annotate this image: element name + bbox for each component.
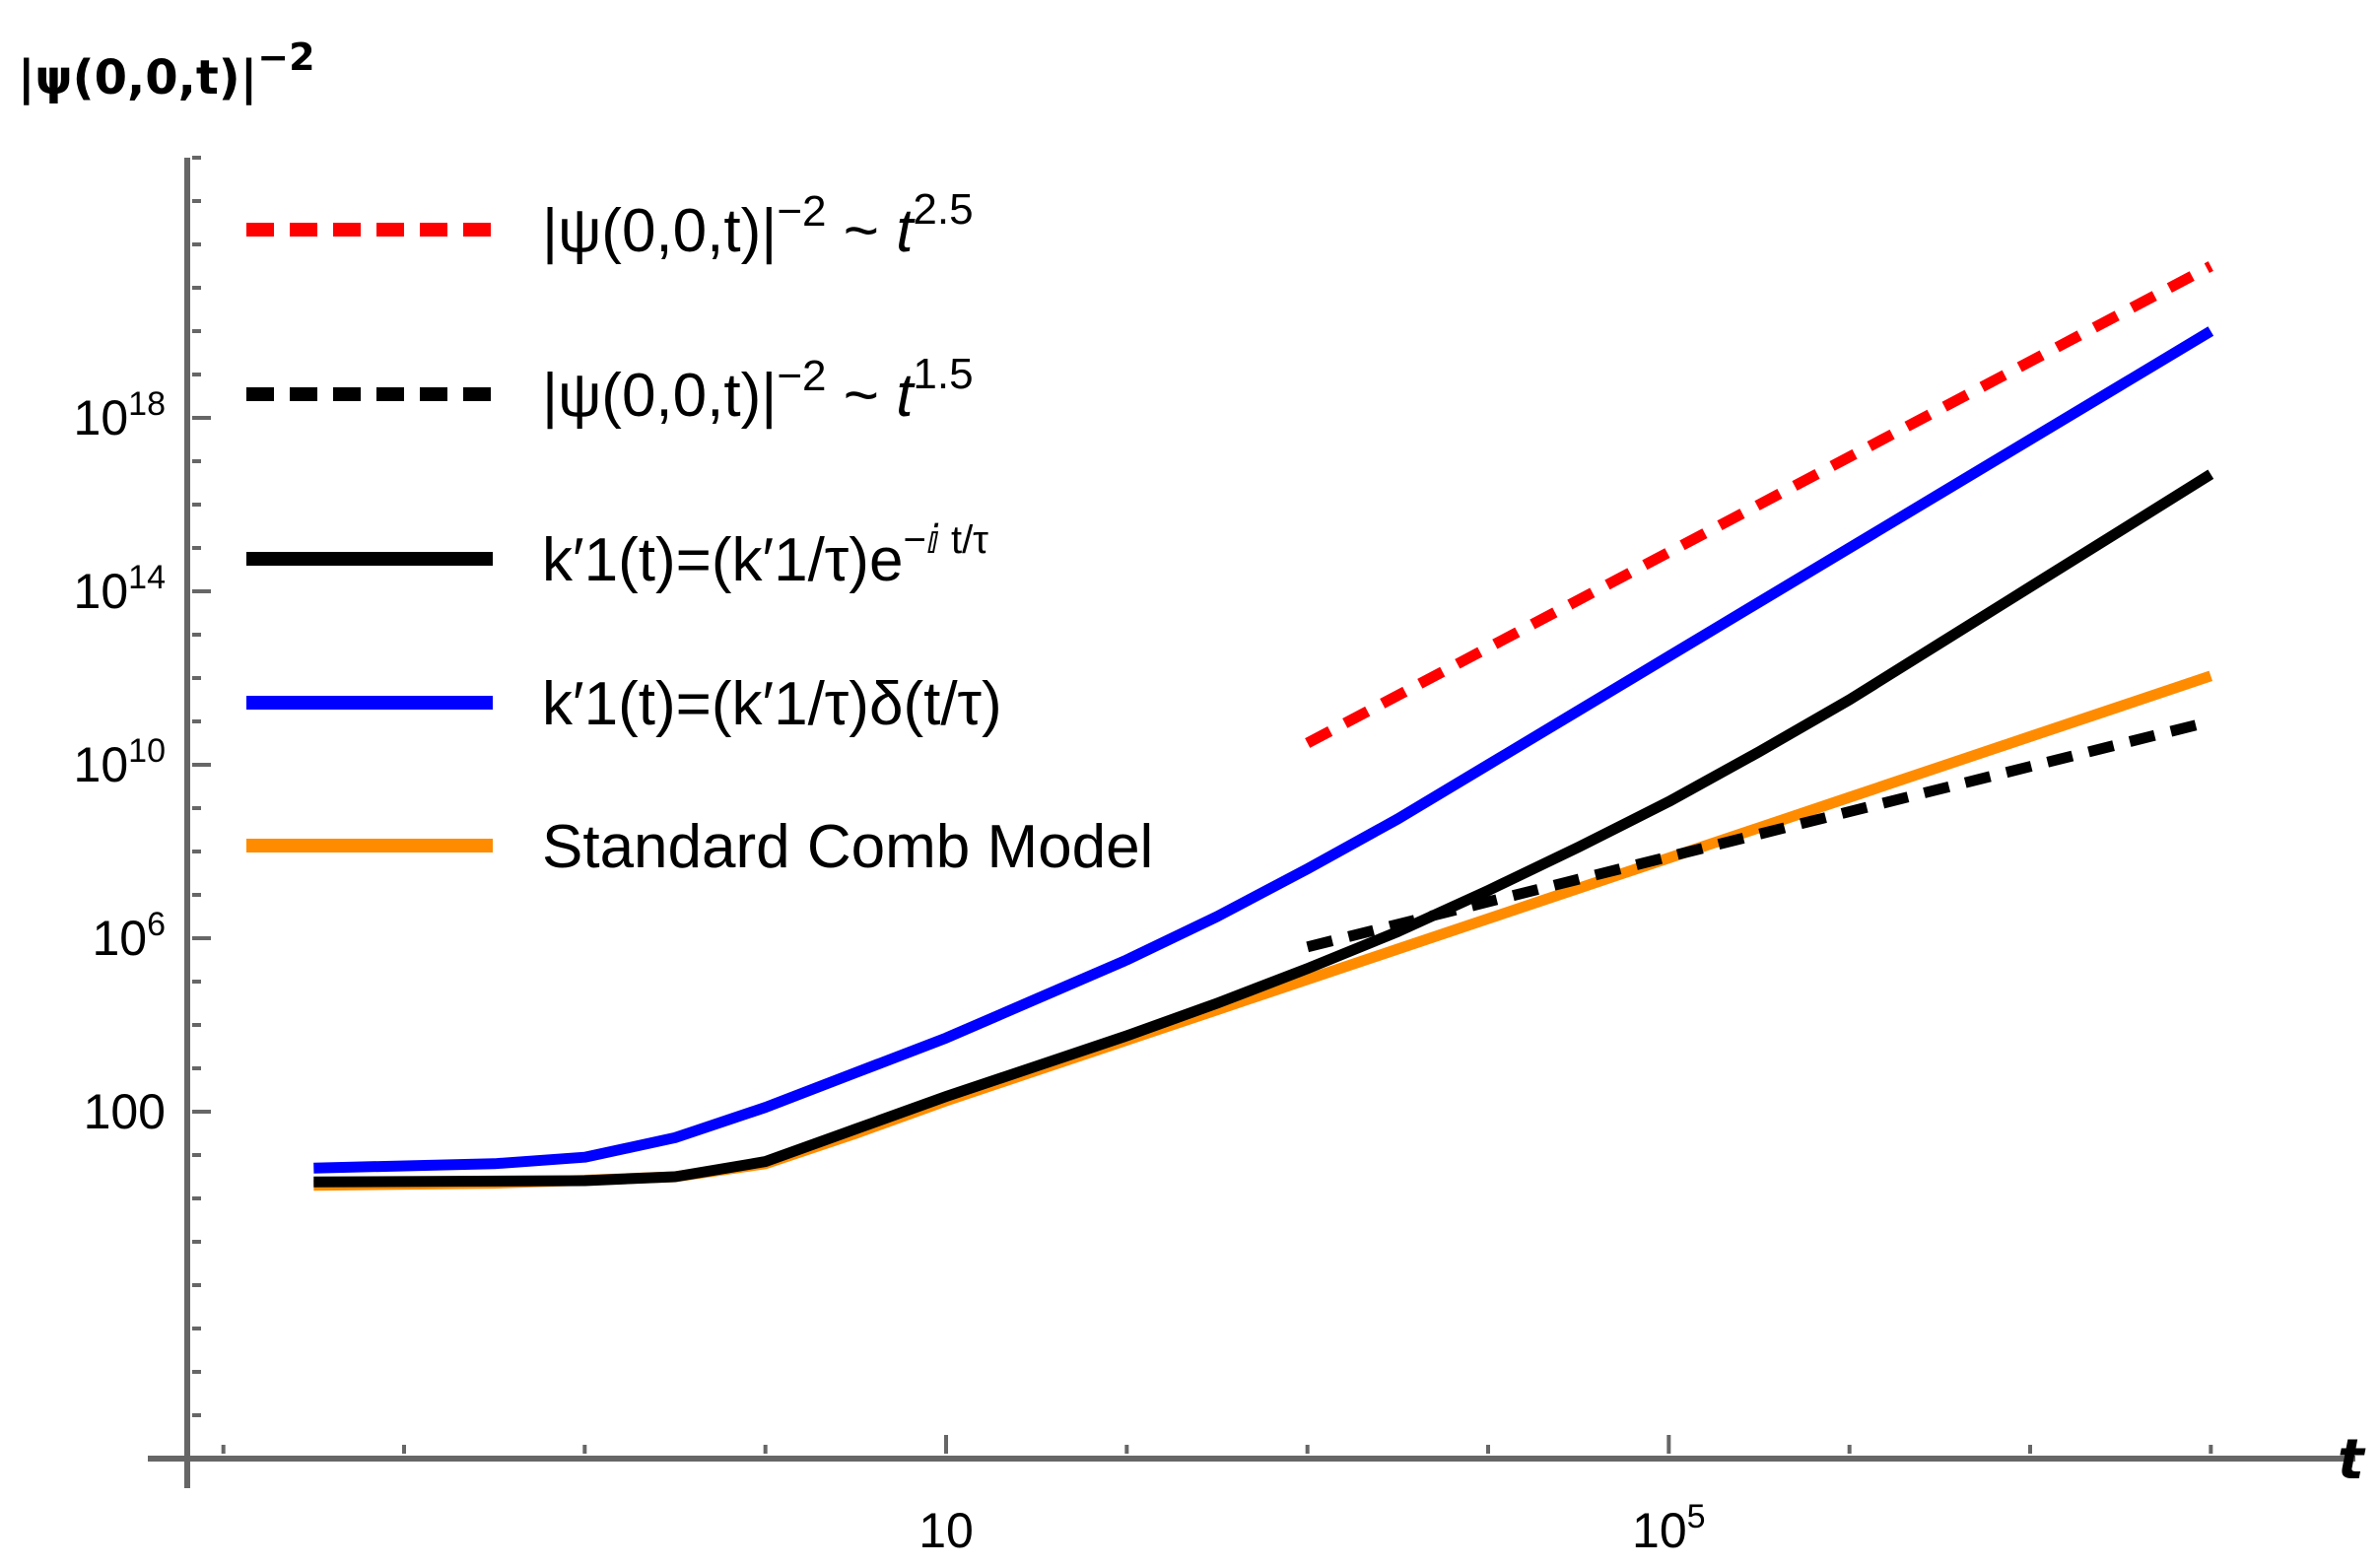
legend-label: |ψ(0,0,t)|−2 ~ t2.5 [542, 185, 974, 265]
y-tick-label: 1014 [74, 559, 166, 619]
y-axis-title: |ψ(0,0,t)|−2 [18, 35, 315, 105]
legend-label: Standard Comb Model [542, 813, 1153, 881]
series-t2-5-guide [1305, 261, 2213, 748]
legend-entry-exp-kernel: k′1(t)=(k′1/τ)e−ⅈ t/τ [246, 518, 988, 594]
legend-label: k′1(t)=(k′1/τ)δ(t/τ) [542, 670, 1002, 738]
tick-labels: 10 105 100 106 1010 1014 1018 [74, 385, 1706, 1558]
series-standard-comb [313, 670, 2213, 1192]
y-tick-label: 106 [92, 906, 166, 966]
legend-label: |ψ(0,0,t)|−2 ~ t1.5 [542, 350, 974, 430]
x-tick-label: 10 [918, 1503, 974, 1558]
legend: |ψ(0,0,t)|−2 ~ t2.5 |ψ(0,0,t)|−2 ~ t1.5 … [246, 185, 1153, 881]
legend-entry-delta-kernel: k′1(t)=(k′1/τ)δ(t/τ) [246, 670, 1002, 738]
series-t1-5-guide [1306, 715, 2212, 953]
series [313, 261, 2214, 1192]
series-delta-kernel [313, 326, 2214, 1174]
x-axis-title: t [2338, 1428, 2366, 1492]
x-tick-label: 105 [1632, 1498, 1706, 1558]
y-tick-label: 100 [84, 1084, 166, 1139]
legend-label: k′1(t)=(k′1/τ)e−ⅈ t/τ [542, 518, 988, 594]
legend-entry-t1-5: |ψ(0,0,t)|−2 ~ t1.5 [246, 350, 974, 430]
legend-entry-t2-5: |ψ(0,0,t)|−2 ~ t2.5 [246, 185, 974, 265]
axes [148, 158, 2355, 1488]
y-tick-label: 1018 [74, 385, 166, 445]
ticks [192, 156, 2213, 1461]
y-tick-label: 1010 [74, 732, 166, 792]
legend-entry-comb: Standard Comb Model [246, 813, 1153, 881]
series-exp-kernel [313, 469, 2214, 1188]
